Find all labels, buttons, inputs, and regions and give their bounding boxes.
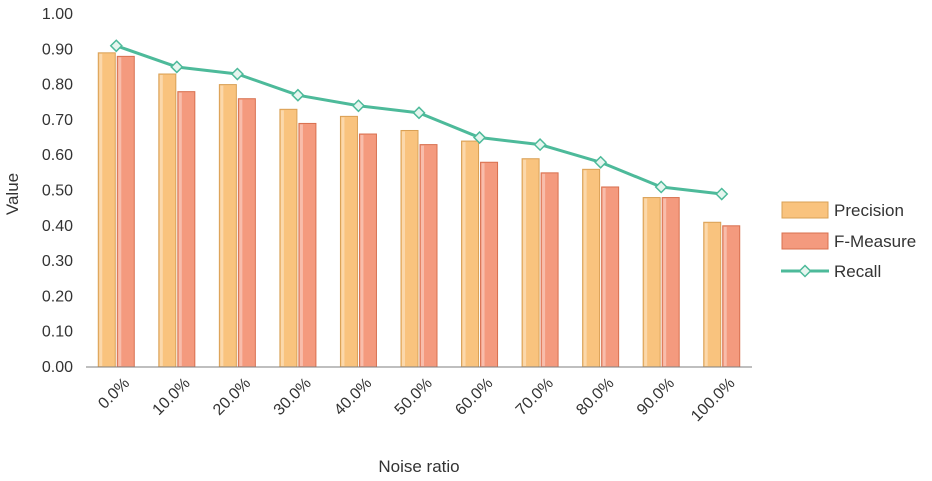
legend-marker (798, 264, 812, 278)
bar-highlight (239, 99, 243, 366)
y-tick-label: 0.90 (42, 41, 73, 58)
x-tick-label: 90.0% (634, 375, 678, 419)
recall-line-group (109, 39, 729, 201)
recall-series-line (115, 44, 722, 196)
legend-swatch-0 (781, 201, 829, 219)
recall-point-3 (291, 88, 305, 102)
y-axis-ticks: 0.00 0.10 0.20 0.30 0.40 0.50 0.60 0.70 0.80 0.90… (42, 6, 73, 376)
legend: Precision F-Measure Recall (781, 201, 916, 281)
recall-point-8 (594, 155, 608, 169)
recall-point-7 (533, 138, 547, 152)
recall-point-4 (351, 99, 366, 113)
bar-highlight (602, 187, 606, 366)
x-tick-label: 10.0% (150, 375, 194, 419)
bar-highlight (159, 75, 163, 366)
recall-point-10 (715, 187, 729, 201)
y-tick-label: 0.70 (42, 112, 73, 129)
recall-point-2 (230, 67, 244, 81)
recall-point-5 (412, 106, 426, 120)
x-tick-label: 20.0% (210, 375, 254, 419)
y-tick-label: 1.00 (42, 6, 73, 23)
x-axis-ticks: 0.0% 10.0% 20.0% 30.0% 40.0% 50.0% 60.0% 70.0% 8… (95, 375, 738, 425)
bar-highlight (99, 53, 103, 366)
x-tick-label: 40.0% (331, 375, 375, 419)
x-tick-label: 100.0% (688, 375, 738, 425)
bar-highlight (542, 173, 546, 366)
y-tick-label: 0.00 (42, 359, 73, 376)
y-tick-label: 0.60 (42, 147, 73, 164)
bar-highlight (704, 223, 708, 366)
bar-highlight (280, 110, 284, 366)
y-tick-label: 0.40 (42, 218, 73, 235)
y-tick-label: 0.30 (42, 253, 73, 270)
bar-highlight (644, 198, 648, 366)
x-tick-label: 70.0% (513, 375, 557, 419)
x-tick-label: 30.0% (271, 375, 315, 419)
bar-highlight (360, 135, 364, 366)
bar-highlight (178, 92, 182, 366)
x-tick-label: 0.0% (95, 375, 133, 413)
bar-highlight (402, 131, 405, 366)
y-axis-label: Value (3, 173, 22, 215)
bar-highlight (341, 117, 345, 367)
bar-highlight (663, 198, 667, 366)
bar-highlight (723, 226, 727, 366)
bar-highlight (421, 145, 424, 366)
bars-group (97, 52, 741, 368)
bar-highlight (481, 163, 485, 366)
bar-highlight (118, 57, 122, 367)
bar-highlight (220, 85, 224, 366)
x-axis-label: Noise ratio (378, 457, 459, 476)
recall-point-9 (654, 180, 668, 194)
legend-label-0: Precision (834, 201, 904, 220)
recall-point-0 (109, 39, 123, 53)
legend-swatch-1 (781, 232, 829, 250)
legend-label-2: Recall (834, 262, 881, 281)
y-tick-label: 0.10 (42, 324, 73, 341)
bar-highlight (299, 124, 303, 367)
y-tick-label: 0.50 (42, 183, 73, 200)
y-tick-label: 0.80 (42, 77, 73, 94)
bar-highlight (583, 170, 587, 366)
bar-highlight (462, 142, 466, 366)
x-tick-label: 80.0% (573, 375, 617, 419)
recall-point-6 (472, 130, 487, 145)
bar-highlight (523, 159, 527, 366)
x-tick-label: 50.0% (392, 375, 436, 419)
x-tick-label: 60.0% (452, 375, 496, 419)
recall-point-1 (170, 60, 184, 74)
y-tick-label: 0.20 (42, 288, 73, 305)
legend-label-1: F-Measure (834, 232, 916, 251)
